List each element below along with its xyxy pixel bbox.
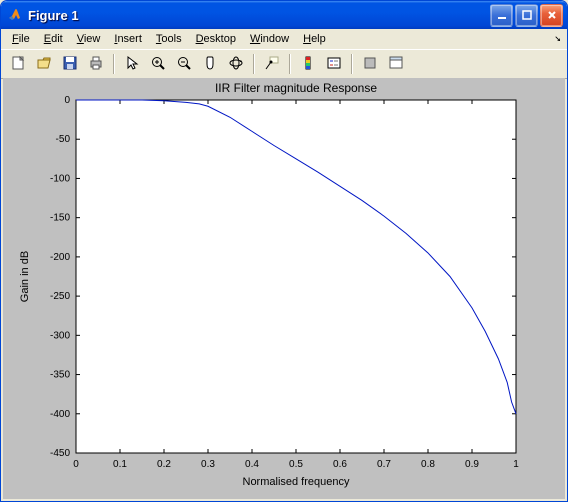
menu-view[interactable]: View [70,31,108,47]
ytick-label: -250 [50,291,70,302]
menu-desktop[interactable]: Desktop [189,31,243,47]
zoom-out-icon [176,55,192,74]
ytick-label: -350 [50,370,70,381]
rotate-3d-icon [228,55,244,74]
xtick-label: 0.6 [333,459,347,470]
y-axis-label: Gain in dB [19,251,31,302]
minimize-button[interactable] [490,4,513,27]
x-axis-label: Normalised frequency [243,476,350,488]
xtick-label: 0.3 [201,459,215,470]
chart-title: IIR Filter magnitude Response [215,81,377,95]
xtick-label: 0.8 [421,459,435,470]
pointer-button[interactable] [120,52,144,76]
menu-tools[interactable]: Tools [149,31,189,47]
save-icon [62,55,78,74]
show-tools-icon [388,55,404,74]
zoom-in-button[interactable] [146,52,170,76]
open-icon [36,55,52,74]
zoom-in-icon [150,55,166,74]
toolbar [1,49,567,79]
toolbar-separator [113,54,115,74]
menubar: FileEditViewInsertToolsDesktopWindowHelp… [1,29,567,49]
xtick-label: 0.9 [465,459,479,470]
titlebar[interactable]: Figure 1 [1,1,567,29]
insert-legend-button[interactable] [322,52,346,76]
rotate-3d-button[interactable] [224,52,248,76]
save-button[interactable] [58,52,82,76]
ytick-label: -150 [50,213,70,224]
xtick-label: 0 [73,459,79,470]
xtick-label: 0.4 [245,459,259,470]
menu-window[interactable]: Window [243,31,296,47]
menu-edit[interactable]: Edit [37,31,70,47]
new-figure-button[interactable] [6,52,30,76]
ytick-label: -200 [50,252,70,263]
figure-window: Figure 1 FileEditViewInsertToolsDesktopW… [0,0,568,502]
xtick-label: 0.2 [157,459,171,470]
pan-icon [202,55,218,74]
print-icon [88,55,104,74]
ytick-label: -100 [50,173,70,184]
toolbar-separator [289,54,291,74]
close-button[interactable] [540,4,563,27]
xtick-label: 0.1 [113,459,127,470]
pan-button[interactable] [198,52,222,76]
open-button[interactable] [32,52,56,76]
window-title: Figure 1 [28,8,490,23]
zoom-out-button[interactable] [172,52,196,76]
axes[interactable]: 0 0.1 0.2 0.3 0.4 0.5 0.6 0.7 0.8 0.9 1 0 -50 -100 -15… [3,78,565,499]
insert-legend-icon [326,55,342,74]
dock-indicator-icon[interactable]: ↘ [554,31,561,44]
menu-insert[interactable]: Insert [107,31,149,47]
show-tools-button[interactable] [384,52,408,76]
insert-colorbar-icon [300,55,316,74]
xtick-label: 1 [513,459,519,470]
print-button[interactable] [84,52,108,76]
hide-tools-icon [362,55,378,74]
matlab-icon [7,7,23,23]
figure-area: 0 0.1 0.2 0.3 0.4 0.5 0.6 0.7 0.8 0.9 1 0 -50 -100 -15… [3,78,565,499]
ytick-label: -300 [50,330,70,341]
toolbar-separator [253,54,255,74]
new-figure-icon [10,55,26,74]
pointer-icon [124,55,140,74]
data-cursor-icon [264,55,280,74]
ytick-label: -400 [50,409,70,420]
ytick-label: -50 [56,134,71,145]
menu-help[interactable]: Help [296,31,333,47]
maximize-button[interactable] [515,4,538,27]
ytick-label: -450 [50,448,70,459]
insert-colorbar-button[interactable] [296,52,320,76]
xtick-label: 0.7 [377,459,391,470]
ytick-label: 0 [64,95,70,106]
xtick-label: 0.5 [289,459,303,470]
toolbar-separator [351,54,353,74]
data-cursor-button[interactable] [260,52,284,76]
hide-tools-button[interactable] [358,52,382,76]
menu-file[interactable]: File [5,31,37,47]
